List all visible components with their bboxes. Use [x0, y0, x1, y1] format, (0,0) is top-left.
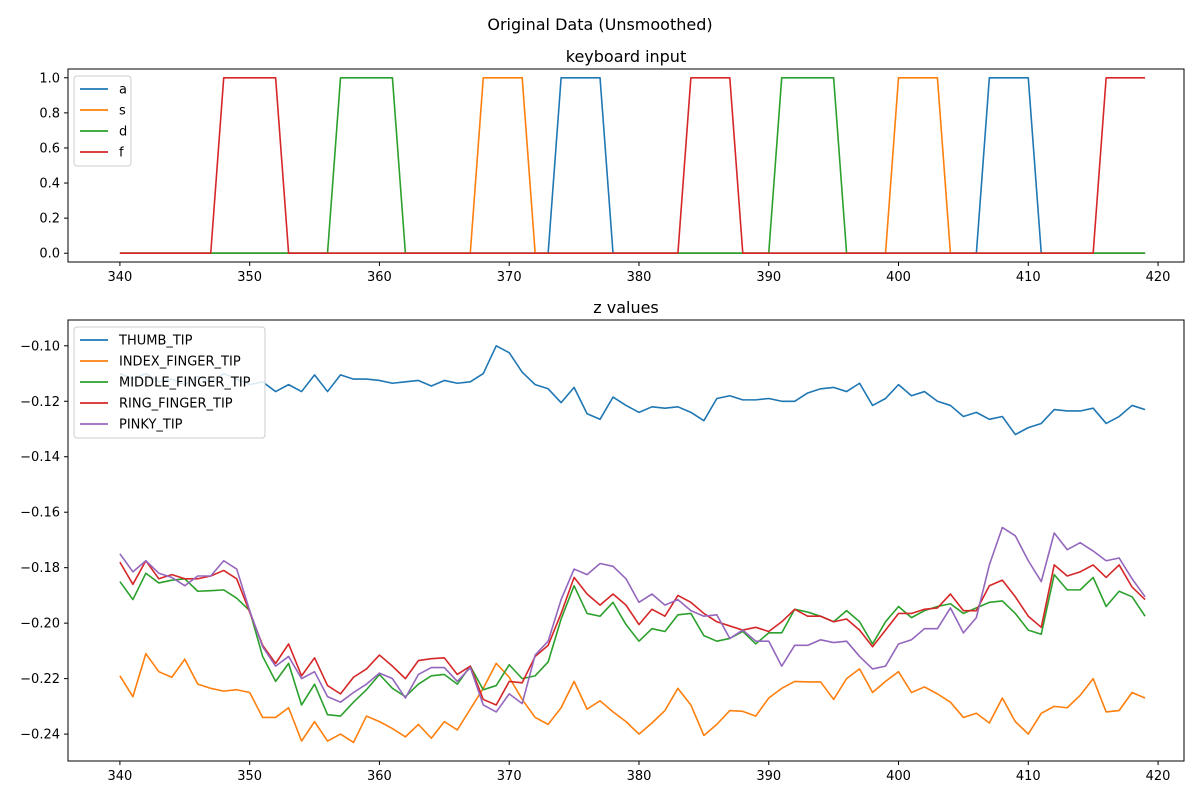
y-tick-label: 0.8 — [39, 106, 60, 121]
x-axis: 340 350 360 370 380 390 400 410 420 — [107, 262, 1170, 285]
series-line-index-finger-tip — [119, 652, 1146, 744]
chart-title: z values — [593, 298, 659, 317]
axes-frame — [67, 319, 1185, 762]
y-axis: 0.0 0.2 0.4 0.6 0.8 1.0 — [39, 71, 68, 262]
z-values-chart: z values 340 350 360 370 380 390 400 410 420 −0.2… — [20, 298, 1185, 784]
legend-label: a — [119, 83, 127, 98]
series-lines — [119, 344, 1146, 744]
series-line-thumb-tip — [119, 344, 1146, 436]
legend-label: s — [119, 104, 126, 119]
x-tick-label: 360 — [367, 769, 392, 784]
y-tick-label: 0.2 — [39, 212, 60, 227]
x-tick-label: 350 — [237, 769, 262, 784]
legend-label: RING_FINGER_TIP — [119, 397, 233, 412]
x-tick-label: 400 — [886, 270, 911, 285]
x-tick-label: 390 — [756, 769, 781, 784]
legend-label: INDEX_FINGER_TIP — [119, 355, 241, 370]
x-tick-label: 420 — [1146, 769, 1171, 784]
x-tick-label: 340 — [107, 270, 132, 285]
x-tick-label: 420 — [1146, 270, 1171, 285]
keyboard-input-chart: keyboard input 340 350 360 370 380 390 400 410 4… — [39, 47, 1185, 285]
chart-title: keyboard input — [566, 47, 686, 66]
y-tick-label: −0.12 — [20, 395, 60, 410]
series-line-ring-finger-tip — [119, 559, 1146, 706]
x-tick-label: 410 — [1016, 769, 1041, 784]
series-line-middle-finger-tip — [119, 572, 1146, 717]
y-axis: −0.24 −0.22 −0.20 −0.18 −0.16 −0.14 −0.12 −0.10 — [20, 339, 68, 743]
legend-label: f — [119, 146, 124, 161]
x-tick-label: 340 — [107, 769, 132, 784]
x-tick-label: 360 — [367, 270, 392, 285]
x-tick-label: 380 — [627, 769, 652, 784]
y-tick-label: 0.0 — [39, 247, 60, 262]
legend-label: PINKY_TIP — [119, 418, 183, 433]
figure-title: Original Data (Unsmoothed) — [487, 15, 712, 34]
legend-label: THUMB_TIP — [118, 334, 193, 349]
x-tick-label: 400 — [886, 769, 911, 784]
series-lines — [119, 76, 1146, 255]
y-tick-label: −0.20 — [20, 617, 60, 632]
x-axis: 340 350 360 370 380 390 400 410 420 — [107, 761, 1170, 784]
x-tick-label: 390 — [756, 270, 781, 285]
y-tick-label: 0.6 — [39, 141, 60, 156]
y-tick-label: 1.0 — [39, 71, 60, 86]
legend-label: d — [119, 125, 127, 140]
x-tick-label: 350 — [237, 270, 262, 285]
x-tick-label: 370 — [497, 270, 522, 285]
y-tick-label: 0.4 — [39, 177, 60, 192]
series-line-pinky-tip — [119, 526, 1146, 713]
axes-frame — [67, 68, 1185, 263]
x-tick-label: 380 — [627, 270, 652, 285]
y-tick-label: −0.16 — [20, 506, 60, 521]
legend-label: MIDDLE_FINGER_TIP — [119, 376, 251, 391]
y-tick-label: −0.24 — [20, 728, 60, 743]
y-tick-label: −0.22 — [20, 672, 60, 687]
y-tick-label: −0.18 — [20, 561, 60, 576]
legend: THUMB_TIP INDEX_FINGER_TIP MIDDLE_FINGER_T… — [73, 326, 266, 439]
legend-box — [73, 326, 266, 439]
y-tick-label: −0.14 — [20, 450, 60, 465]
x-tick-label: 410 — [1016, 270, 1041, 285]
legend-box — [73, 75, 132, 167]
y-tick-label: −0.10 — [20, 339, 60, 354]
series-line-f — [119, 76, 1146, 255]
x-tick-label: 370 — [497, 769, 522, 784]
